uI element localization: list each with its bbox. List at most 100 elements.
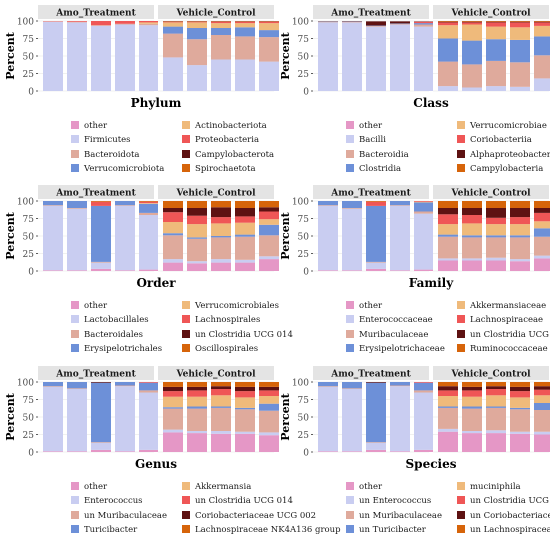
legend-label: other	[359, 121, 383, 131]
legend-swatch	[457, 482, 465, 490]
y-tick-label: 75	[23, 215, 35, 225]
bar-segment	[414, 211, 434, 214]
facet-label: Amo_Treatment	[330, 9, 411, 19]
legend-label: muciniphila	[470, 482, 521, 492]
bar-segment	[438, 25, 458, 39]
bar-segment	[390, 385, 410, 387]
legend-swatch	[346, 525, 354, 533]
legend-swatch	[346, 482, 354, 490]
bar-segment	[115, 201, 135, 206]
bar-segment	[534, 431, 550, 435]
bar-segment	[438, 21, 458, 22]
bar-segment	[187, 65, 207, 91]
bar-segment	[163, 208, 183, 213]
bar-segment	[510, 261, 530, 271]
bar-segment	[438, 406, 458, 408]
bar-segment	[366, 201, 386, 206]
y-tick-label: 100	[292, 18, 309, 28]
bar-segment	[91, 205, 111, 262]
bar-segment	[139, 22, 159, 24]
bar-segment	[534, 228, 550, 237]
bar-segment	[414, 382, 434, 391]
bar-segment	[187, 237, 207, 239]
bar-segment	[163, 201, 183, 208]
bar-segment	[211, 201, 231, 208]
bar-segment	[486, 21, 506, 22]
bar-segment	[462, 21, 482, 23]
bar-segment	[462, 64, 482, 88]
bar-segment	[67, 270, 87, 271]
y-axis-label: Percent	[4, 31, 17, 79]
bar-segment	[235, 216, 255, 223]
bar-segment	[342, 270, 362, 271]
bar-segment	[510, 259, 530, 262]
legend-label: Spirochaetota	[195, 164, 256, 174]
bar-segment	[235, 382, 255, 387]
legend-swatch	[346, 301, 354, 309]
bar-segment	[211, 217, 231, 224]
bar-segment	[486, 22, 506, 27]
facet-label: Vehicle_Control	[175, 9, 256, 19]
chart-title: Genus	[135, 457, 177, 471]
legend-label: Coriobacteriaceae UCG 002	[195, 511, 316, 521]
bar-segment	[438, 21, 458, 23]
bar-segment	[486, 257, 506, 261]
facet-label: Amo_Treatment	[330, 370, 411, 380]
bar-segment	[318, 205, 338, 206]
bar-segment	[534, 21, 550, 23]
y-tick-label: 25	[298, 431, 310, 441]
bar-segment	[235, 433, 255, 452]
bar-segment	[235, 262, 255, 271]
y-axis-label: Percent	[4, 392, 17, 440]
legend-label: Lachnospiraceae NK4A136 group	[195, 525, 341, 535]
legend-label: un Clostridia UCG 014	[195, 330, 293, 340]
bar-segment	[438, 86, 458, 91]
bar-segment	[366, 382, 386, 443]
legend-label: Oscillospirales	[195, 344, 258, 354]
bar-segment	[390, 382, 410, 386]
bar-segment	[414, 382, 434, 383]
legend-swatch	[182, 315, 190, 323]
bar-segment	[414, 24, 434, 27]
bar-segment	[211, 395, 231, 407]
bar-segment	[318, 270, 338, 271]
bar-segment	[91, 201, 111, 206]
legend-label: un Coriobacteriaceae UCG 002	[470, 511, 550, 521]
bar-segment	[462, 201, 482, 208]
y-tick-label: 0	[303, 268, 309, 278]
bar-segment	[187, 224, 207, 238]
legend-swatch	[71, 496, 79, 504]
bar-segment	[366, 21, 386, 26]
bar-segment	[259, 432, 279, 436]
bar-segment	[235, 386, 255, 392]
y-tick-label: 75	[298, 396, 310, 406]
bar-segment	[366, 268, 386, 271]
bar-segment	[187, 382, 207, 387]
bar-segment	[43, 205, 63, 206]
bar-segment	[486, 224, 506, 236]
bar-segment	[163, 233, 183, 236]
bar-segment	[486, 260, 506, 271]
bar-segment	[163, 235, 183, 260]
bar-segment	[163, 26, 183, 34]
facet-strip	[158, 185, 274, 199]
facet-label: Amo_Treatment	[55, 189, 136, 199]
bar-segment	[115, 382, 135, 386]
legend-swatch	[457, 525, 465, 533]
bar-segment	[115, 385, 135, 387]
legend-swatch	[182, 150, 190, 158]
y-tick-label: 50	[298, 233, 310, 243]
bar-segment	[438, 428, 458, 432]
bar-segment	[259, 37, 279, 62]
legend-swatch	[457, 301, 465, 309]
bar-segment	[211, 406, 231, 408]
bar-segment	[534, 212, 550, 222]
bar-segment	[43, 382, 63, 387]
bar-segment	[187, 261, 207, 264]
bar-segment	[235, 222, 255, 235]
bar-segment	[211, 223, 231, 236]
bar-segment	[139, 382, 159, 391]
bar-segment	[486, 430, 506, 434]
legend-swatch	[71, 330, 79, 338]
